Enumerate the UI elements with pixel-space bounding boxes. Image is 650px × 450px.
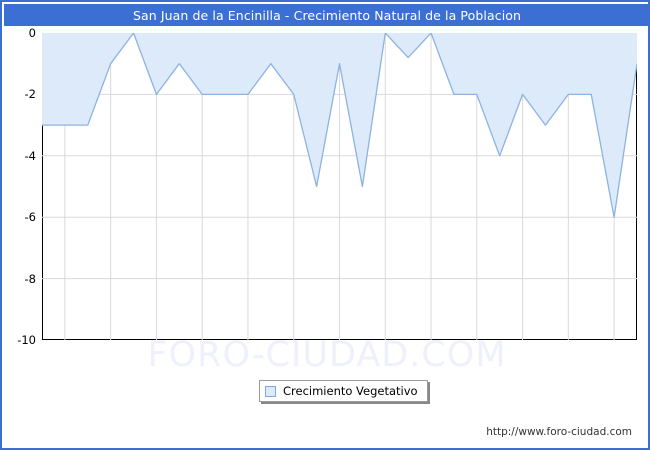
data-series-area [42,33,637,218]
page-title: San Juan de la Encinilla - Crecimiento N… [132,7,522,23]
window-title-bar: San Juan de la Encinilla - Crecimiento N… [4,4,650,26]
source-url-text: http://www.foro-ciudad.com [486,426,632,438]
legend-label: Crecimiento Vegetativo [283,384,418,398]
y-tick-label: 0 [28,26,36,40]
y-tick-label: -4 [24,148,36,163]
y-tick-label: -8 [24,271,36,286]
y-tick-label: -6 [24,210,36,225]
y-tick-label: -2 [24,87,36,102]
source-url[interactable]: http://www.foro-ciudad.com [486,426,632,438]
watermark-text: FORO-CIUDAD.COM [147,335,507,375]
chart-legend[interactable]: Crecimiento Vegetativo [259,380,428,402]
series-area-fill [42,33,637,218]
plot-area [42,33,637,340]
y-tick-label: -10 [17,333,36,347]
y-axis-tick-labels: 0 -2 -4 -6 -8 -10 [2,26,40,347]
square-swatch-icon [265,385,276,397]
series-line [42,33,637,218]
